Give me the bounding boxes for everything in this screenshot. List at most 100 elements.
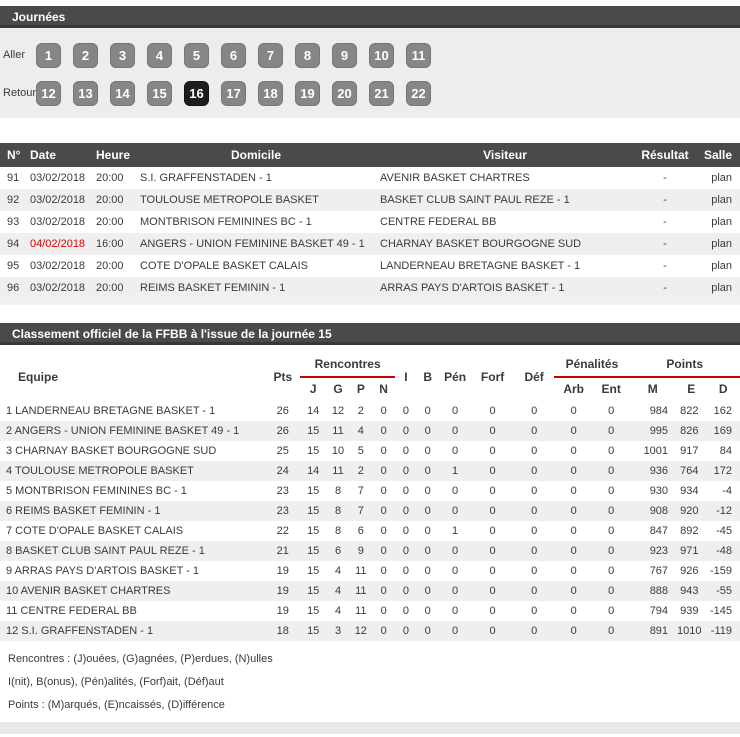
journee-button-7[interactable]: 7 (258, 42, 283, 68)
ent-cell: 0 (608, 545, 615, 557)
journee-button-8[interactable]: 8 (295, 42, 320, 68)
pen-cell: 0 (452, 485, 459, 497)
match-time: 20:00 (96, 260, 124, 272)
e-cell: 943 (680, 585, 699, 597)
d-cell: -12 (716, 505, 732, 517)
init-cell: 0 (402, 545, 410, 557)
pen-cell: 0 (452, 565, 459, 577)
match-result: - (663, 260, 667, 272)
standings-row: 7 COTE D'OPALE BASKET CALAIS 22 15 8 6 0 0 0 1 0 0… (0, 521, 740, 541)
col-header-visitor: Visiteur (376, 143, 634, 167)
col-header-def: Déf (524, 370, 544, 384)
classement-section: Classement officiel de la FFBB à l'issue… (0, 323, 740, 641)
journee-button-19[interactable]: 19 (295, 80, 320, 106)
def-cell: 0 (531, 545, 538, 557)
d-cell: -48 (716, 545, 732, 557)
e-cell: 892 (680, 525, 699, 537)
journee-button-3[interactable]: 3 (110, 42, 135, 68)
j-cell: 14 (307, 405, 320, 417)
journee-button-6[interactable]: 6 (221, 42, 246, 68)
bonus-cell: 0 (424, 445, 431, 457)
venue-link[interactable]: plan (711, 216, 732, 228)
def-cell: 0 (531, 425, 538, 437)
forf-cell: 0 (489, 445, 496, 457)
venue-link[interactable]: plan (711, 194, 732, 206)
col-header-arb: Arb (563, 382, 584, 396)
journee-button-10[interactable]: 10 (369, 42, 394, 68)
journee-button-14[interactable]: 14 (110, 80, 135, 106)
n-cell: 0 (380, 405, 387, 417)
standings-row: 5 MONTBRISON FEMININES BC - 1 23 15 8 7 0 0 0 0 0… (0, 481, 740, 501)
matches-header-row: N° Date Heure Domicile Visiteur Résultat… (0, 143, 740, 167)
arb-cell: 0 (570, 625, 577, 637)
bonus-cell: 0 (424, 565, 431, 577)
p-cell: 11 (355, 565, 367, 577)
journee-button-5[interactable]: 5 (184, 42, 209, 68)
col-header-e: E (687, 382, 696, 396)
journee-button-2[interactable]: 2 (73, 42, 98, 68)
ent-cell: 0 (608, 525, 615, 537)
forf-cell: 0 (489, 465, 496, 477)
journee-button-12[interactable]: 12 (36, 80, 61, 106)
col-header-n: N (379, 382, 388, 396)
venue-link[interactable]: plan (711, 172, 732, 184)
team-name: 12 S.I. GRAFFENSTADEN - 1 (6, 625, 154, 637)
journee-button-18[interactable]: 18 (258, 80, 283, 106)
p-cell: 7 (357, 505, 364, 517)
arb-cell: 0 (570, 405, 577, 417)
journee-direction-label: Retour (3, 87, 37, 99)
match-number: 95 (7, 260, 20, 272)
d-cell: 84 (719, 445, 732, 457)
g-cell: 8 (334, 525, 342, 537)
journee-button-13[interactable]: 13 (73, 80, 98, 106)
ent-cell: 0 (608, 425, 615, 437)
col-header-p: P (356, 382, 365, 396)
journee-button-16[interactable]: 16 (184, 80, 209, 106)
arb-cell: 0 (570, 425, 577, 437)
ent-cell: 0 (608, 505, 615, 517)
standings-row: 10 AVENIR BASKET CHARTRES 19 15 4 11 0 0 0 0 0 0 0 0… (0, 581, 740, 601)
g-cell: 8 (334, 505, 342, 517)
bonus-cell: 0 (424, 585, 431, 597)
visitor-team: BASKET CLUB SAINT PAUL REZE - 1 (380, 194, 570, 206)
venue-link[interactable]: plan (711, 282, 732, 294)
j-cell: 15 (307, 425, 320, 437)
matches-footer-strip (0, 299, 740, 305)
forf-cell: 0 (489, 605, 496, 617)
col-group-rencontres: Rencontres (300, 353, 396, 378)
journee-button-20[interactable]: 20 (332, 80, 357, 106)
standings-row: 6 REIMS BASKET FEMININ - 1 23 15 8 7 0 0 0 0 0 0 0 0… (0, 501, 740, 521)
journee-button-15[interactable]: 15 (147, 80, 172, 106)
forf-cell: 0 (489, 525, 496, 537)
n-cell: 0 (380, 505, 387, 517)
journee-button-4[interactable]: 4 (147, 42, 172, 68)
pen-cell: 0 (452, 405, 459, 417)
match-number: 94 (7, 238, 20, 250)
venue-link[interactable]: plan (711, 238, 732, 250)
team-name: 2 ANGERS - UNION FEMININE BASKET 49 - 1 (6, 425, 240, 437)
j-cell: 15 (307, 505, 320, 517)
journee-button-22[interactable]: 22 (406, 80, 431, 106)
journee-row: Aller 1 2 3 4 5 6 7 8 9 10 11 (0, 36, 740, 74)
journee-button-1[interactable]: 1 (36, 42, 61, 68)
match-number: 92 (7, 194, 20, 206)
journee-button-17[interactable]: 17 (221, 80, 246, 106)
arb-cell: 0 (570, 565, 577, 577)
journees-section: Journées Aller 1 2 3 4 5 6 7 8 9 10 11 Retour 12 13 14 1… (0, 6, 740, 118)
init-cell: 0 (402, 585, 410, 597)
bonus-cell: 0 (424, 405, 431, 417)
team-name: 11 CENTRE FEDERAL BB (6, 605, 137, 617)
match-result: - (663, 238, 667, 250)
col-header-pts: Pts (273, 370, 293, 384)
bonus-cell: 0 (424, 485, 431, 497)
e-cell: 764 (680, 465, 699, 477)
journee-button-21[interactable]: 21 (369, 80, 394, 106)
forf-cell: 0 (489, 505, 496, 517)
journee-button-11[interactable]: 11 (406, 42, 431, 68)
arb-cell: 0 (570, 525, 577, 537)
d-cell: -45 (716, 525, 732, 537)
journee-button-9[interactable]: 9 (332, 42, 357, 68)
def-cell: 0 (531, 585, 538, 597)
venue-link[interactable]: plan (711, 260, 732, 272)
journees-header-bar: Journées (0, 6, 740, 28)
